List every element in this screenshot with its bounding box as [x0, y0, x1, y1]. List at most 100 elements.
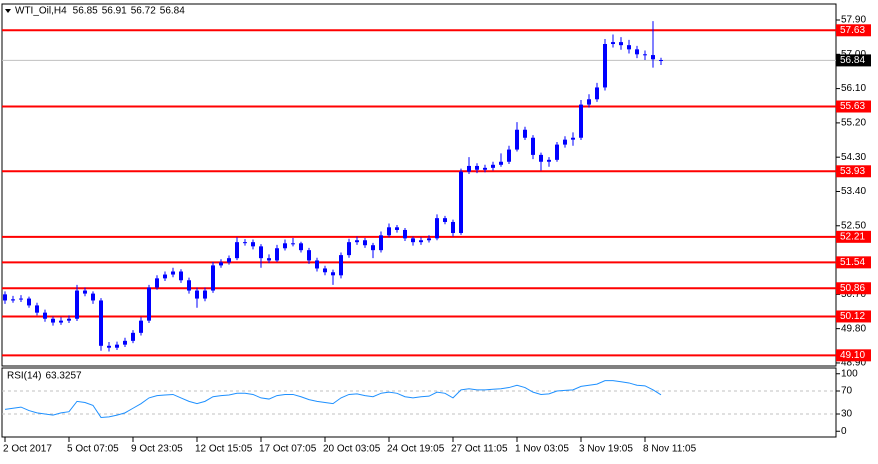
x-tick-label: 20 Oct 03:05 — [323, 444, 381, 455]
y-tick-label: 53.40 — [841, 186, 866, 197]
candle-body — [275, 248, 279, 261]
candle-body — [515, 129, 519, 150]
rsi-value: 63.3257 — [45, 371, 82, 382]
candle-body — [91, 293, 95, 301]
candle-body — [611, 42, 615, 45]
level-label-bg — [836, 282, 871, 295]
candle-body — [75, 290, 79, 319]
candle-body — [171, 271, 175, 275]
candle-body — [235, 242, 239, 259]
candle-body — [27, 298, 31, 306]
candle-body — [643, 54, 647, 56]
candle-body — [339, 255, 343, 276]
header-high: 56.91 — [102, 6, 127, 17]
candle-body — [155, 278, 159, 288]
level-label-bg — [836, 230, 871, 243]
x-tick-label: 5 Oct 07:05 — [67, 444, 119, 455]
candle-body — [43, 312, 47, 319]
candle-body — [395, 227, 399, 230]
candle-body — [179, 271, 183, 281]
symbol: WTI_Oil,H4 — [15, 6, 67, 17]
candle-body — [227, 258, 231, 263]
candle-body — [291, 243, 295, 245]
candle-body — [555, 144, 559, 160]
candle-body — [659, 60, 663, 62]
candle-body — [323, 268, 327, 273]
candle-body — [467, 165, 471, 172]
candle-body — [83, 290, 87, 294]
y-tick-label: 50.70 — [841, 289, 866, 300]
x-tick-label: 27 Oct 11:05 — [451, 444, 508, 455]
candle-body — [619, 42, 623, 46]
candle-body — [115, 344, 119, 348]
candle-body — [371, 245, 375, 251]
candle-body — [267, 258, 271, 261]
level-label: 50.86 — [840, 283, 865, 294]
level-label: 51.54 — [840, 257, 865, 268]
candle-body — [195, 290, 199, 299]
rsi-label: RSI(14) — [7, 371, 41, 382]
candle-body — [571, 137, 575, 140]
candle-body — [139, 320, 143, 333]
level-label-bg — [836, 24, 871, 37]
candle-body — [315, 260, 319, 269]
candle-body — [355, 240, 359, 243]
level-label-bg — [836, 100, 871, 113]
candle-body — [579, 104, 583, 138]
level-label: 55.63 — [840, 101, 865, 112]
x-tick-label: 17 Oct 07:05 — [259, 444, 317, 455]
y-tick-label: 56.10 — [841, 83, 866, 94]
candle-body — [435, 218, 439, 239]
candle-body — [259, 246, 263, 259]
candle-body — [403, 229, 407, 239]
y-tick-label: 48.90 — [841, 358, 866, 369]
price-label: 56.84 — [840, 55, 865, 66]
level-label-bg — [836, 165, 871, 178]
menu-arrow — [5, 9, 11, 13]
candle-body — [635, 49, 639, 55]
candle-body — [427, 238, 431, 241]
y-tick-label: 54.30 — [841, 152, 866, 163]
x-tick-label: 3 Nov 19:05 — [579, 444, 633, 455]
candle-body — [203, 290, 207, 299]
x-tick-label: 24 Oct 19:05 — [387, 444, 445, 455]
x-tick-label: 9 Oct 23:05 — [131, 444, 183, 455]
candle-body — [443, 218, 447, 222]
candle-body — [419, 240, 423, 243]
level-label: 57.63 — [840, 25, 865, 36]
candle-body — [627, 45, 631, 50]
candle-body — [219, 262, 223, 266]
candle-body — [123, 340, 127, 345]
rsi-y-tick-label: 70 — [841, 386, 853, 397]
candle-body — [499, 161, 503, 165]
candle-body — [379, 235, 383, 251]
candle-body — [243, 242, 247, 244]
x-tick-label: 8 Nov 11:05 — [643, 444, 697, 455]
candle-body — [283, 243, 287, 249]
candle-body — [451, 221, 455, 234]
y-tick-label: 49.80 — [841, 323, 866, 334]
candle-body — [459, 171, 463, 234]
candle-body — [491, 164, 495, 168]
y-tick-label: 55.20 — [841, 118, 866, 129]
candle-body — [587, 99, 591, 105]
level-label-bg — [836, 349, 871, 362]
x-tick-label: 1 Nov 03:05 — [515, 444, 569, 455]
x-tick-label: 2 Oct 2017 — [3, 444, 52, 455]
level-label: 53.93 — [840, 166, 865, 177]
level-label-bg — [836, 256, 871, 269]
level-label: 50.12 — [840, 311, 865, 322]
candle-body — [211, 265, 215, 291]
rsi-y-tick-label: 0 — [841, 426, 847, 437]
candle-body — [251, 242, 255, 247]
candle-body — [187, 280, 191, 291]
header-open: 56.85 — [73, 6, 98, 17]
y-tick-label: 52.50 — [841, 220, 866, 231]
level-label: 49.10 — [840, 350, 865, 361]
rsi-line — [4, 380, 662, 418]
x-tick-label: 12 Oct 15:05 — [195, 444, 253, 455]
candle-body — [475, 165, 479, 170]
candle-body — [531, 137, 535, 155]
level-label: 52.21 — [840, 231, 865, 242]
